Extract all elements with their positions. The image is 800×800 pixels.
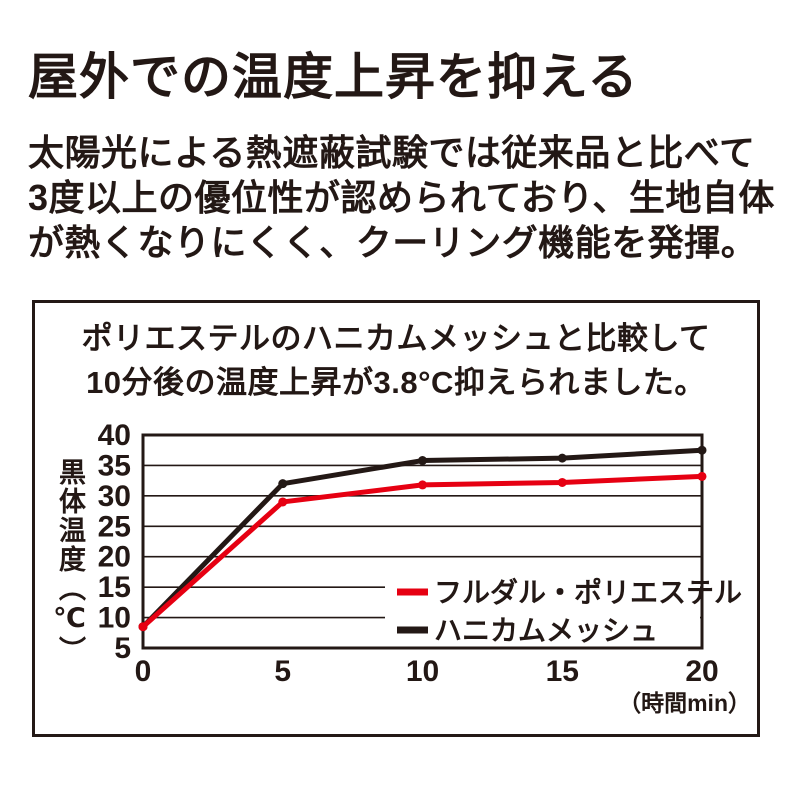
intro-line-1: 太陽光による熱遮蔽試験では従来品と比べて <box>28 132 756 173</box>
x-tick-label-15: 15 <box>546 655 579 688</box>
y-tick-label-20: 20 <box>98 541 131 574</box>
series-0-marker-1 <box>278 497 288 507</box>
series-0-marker-3 <box>557 477 567 487</box>
legend-label-1: ハニカムメッシュ <box>434 615 658 646</box>
legend-label-0: フルダル・ポリエステル <box>434 576 742 608</box>
x-tick-label-5: 5 <box>274 655 291 688</box>
comparison-panel: ポリエステルのハニカムメッシュと比較して 10分後の温度上昇が3.8°C抑えられ… <box>32 300 760 737</box>
plot-frame <box>141 433 704 650</box>
panel-caption-line-1: ポリエステルのハニカムメッシュと比較して <box>81 321 711 356</box>
series-0-marker-4 <box>697 471 707 481</box>
x-tick-label-10: 10 <box>406 655 439 688</box>
y-tick-label-10: 10 <box>98 602 131 635</box>
x-tick-label-0: 0 <box>135 655 152 688</box>
panel-caption: ポリエステルのハニカムメッシュと比較して 10分後の温度上昇が3.8°C抑えられ… <box>35 317 757 405</box>
y-axis-title: 黒体温度（℃） <box>55 458 85 665</box>
y-tick-label-30: 30 <box>98 480 131 513</box>
series-1-marker-1 <box>278 479 288 489</box>
x-axis-unit-label: （時間min） <box>618 690 751 716</box>
x-tick-label-20: 20 <box>685 655 718 688</box>
series-0-marker-2 <box>418 480 427 490</box>
series-1-marker-3 <box>557 453 567 463</box>
intro-line-2: 3度以上の優位性が認められており、生地自体 <box>28 177 775 218</box>
series-1-marker-4 <box>697 445 707 455</box>
series-1-marker-2 <box>418 456 427 466</box>
y-tick-label-25: 25 <box>98 510 131 543</box>
intro-line-3: が熱くなりにくく、クーリング機能を発揮。 <box>28 222 758 263</box>
y-tick-label-15: 15 <box>98 571 131 604</box>
page-title: 屋外での温度上昇を抑える <box>28 49 639 105</box>
intro-text: 太陽光による熱遮蔽試験では従来品と比べて 3度以上の優位性が認められており、生地… <box>28 130 775 265</box>
panel-caption-line-2: 10分後の温度上昇が3.8°C抑えられました。 <box>86 365 706 400</box>
y-tick-label-40: 40 <box>98 419 131 452</box>
series-0-marker-0 <box>138 622 148 632</box>
y-tick-label-5: 5 <box>114 632 131 665</box>
legend-background <box>385 569 700 646</box>
y-tick-label-35: 35 <box>98 449 131 482</box>
